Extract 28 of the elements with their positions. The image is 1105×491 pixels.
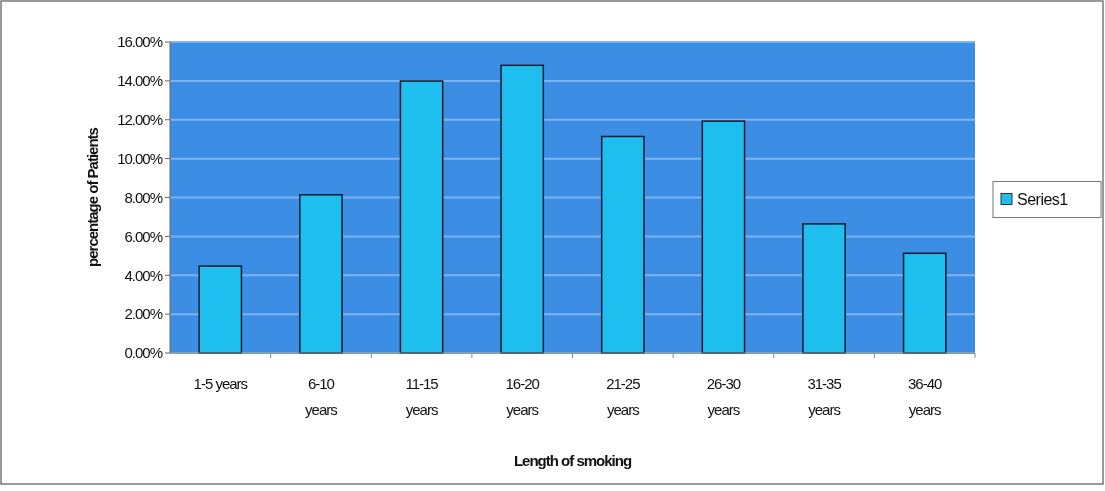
x-tick-label: 1-5 years: [193, 375, 248, 392]
bar: [500, 64, 545, 354]
y-tick-label: 16.00%: [117, 33, 163, 51]
x-tick-label: 6-10 years: [305, 375, 338, 418]
bar: [600, 135, 645, 354]
y-tick-label: 8.00%: [124, 188, 163, 206]
x-tick-label: 36-40 years: [908, 375, 943, 418]
x-tick-label: 16-20 years: [505, 375, 540, 418]
x-tick-label: 11-15 years: [405, 375, 439, 418]
bar: [902, 252, 947, 354]
bar: [198, 265, 243, 354]
y-tick-label: 14.00%: [117, 72, 163, 90]
y-tick-label: 10.00%: [117, 149, 163, 167]
y-axis-title: percentage of Patients: [84, 127, 101, 267]
y-tick-label: 0.00%: [124, 344, 163, 362]
y-tick-label: 2.00%: [124, 305, 163, 323]
bar: [399, 80, 444, 354]
bar: [299, 194, 343, 354]
bar: [802, 223, 846, 354]
legend-label: Series1: [1017, 191, 1069, 209]
x-tick-label: 26-30 years: [706, 375, 741, 418]
x-tick-label: 31-35 years: [807, 375, 842, 418]
bar: [701, 120, 746, 354]
x-axis-title: Length of smoking: [513, 452, 632, 469]
x-tick-label: 21-25 years: [606, 375, 641, 418]
y-tick-label: 4.00%: [124, 266, 163, 284]
y-tick-label: 12.00%: [117, 111, 163, 128]
y-tick-label: 6.00%: [124, 227, 163, 245]
